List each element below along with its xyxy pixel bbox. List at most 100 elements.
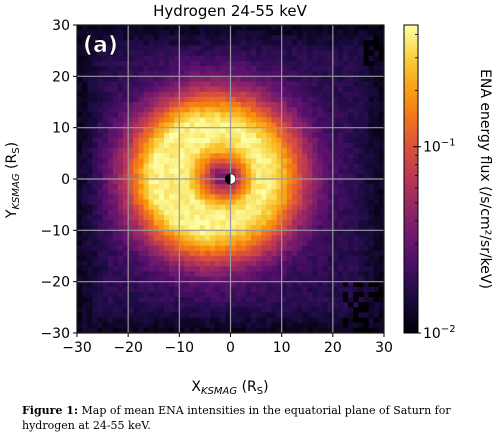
heatmap-cell	[271, 194, 277, 200]
heatmap-cell	[189, 158, 196, 164]
heatmap-cell	[87, 281, 93, 288]
heatmap-cell	[107, 107, 114, 113]
heatmap-cell	[225, 291, 231, 298]
heatmap-cell	[353, 40, 359, 46]
heatmap-cell	[128, 261, 134, 267]
heatmap-cell	[194, 76, 201, 82]
heatmap-cell	[174, 132, 180, 139]
heatmap-cell	[286, 148, 293, 154]
heatmap-cell	[102, 322, 109, 329]
heatmap-cell	[225, 122, 231, 129]
heatmap-cell	[302, 76, 308, 82]
heatmap-cell	[77, 173, 83, 180]
heatmap-cell	[307, 76, 313, 82]
heatmap-cell	[189, 214, 196, 221]
heatmap-cell	[204, 286, 211, 293]
heatmap-cell	[271, 86, 277, 93]
heatmap-cell	[82, 245, 88, 252]
heatmap-cell	[281, 71, 288, 77]
heatmap-cell	[199, 137, 206, 144]
heatmap-cell	[158, 225, 165, 231]
y-tick-label: −20	[40, 275, 70, 291]
heatmap-cell	[128, 312, 134, 318]
heatmap-cell	[204, 25, 211, 31]
heatmap-cell	[312, 86, 318, 93]
heatmap-cell	[332, 132, 339, 139]
heatmap-cell	[215, 276, 221, 283]
heatmap-cell	[148, 235, 155, 241]
heatmap-cell	[302, 271, 308, 277]
heatmap-cell	[271, 25, 277, 31]
heatmap-cell	[240, 204, 247, 211]
heatmap-cell	[230, 271, 237, 277]
heatmap-cell	[123, 317, 129, 324]
heatmap-cell	[210, 143, 216, 149]
heatmap-cell	[286, 81, 293, 87]
heatmap-cell	[302, 163, 308, 170]
heatmap-cell	[353, 312, 359, 318]
heatmap-cell	[302, 302, 308, 308]
heatmap-cell	[92, 250, 98, 257]
heatmap-cell	[107, 256, 114, 262]
heatmap-cell	[128, 148, 134, 154]
heatmap-cell	[143, 256, 150, 262]
heatmap-cell	[194, 327, 201, 334]
heatmap-cell	[189, 250, 196, 257]
heatmap-cell	[358, 173, 364, 180]
heatmap-cell	[220, 50, 226, 57]
heatmap-cell	[97, 96, 103, 103]
heatmap-cell	[77, 96, 83, 103]
panel-label: (a)	[83, 33, 118, 58]
heatmap-cell	[271, 302, 277, 308]
heatmap-cell	[77, 189, 83, 195]
heatmap-cell	[240, 250, 247, 257]
heatmap-cell	[353, 327, 359, 334]
heatmap-cell	[163, 137, 170, 144]
heatmap-cell	[107, 261, 114, 267]
heatmap-cell	[204, 86, 211, 93]
heatmap-cell	[358, 122, 364, 129]
heatmap-cell	[92, 266, 98, 272]
heatmap-cell	[312, 117, 318, 123]
heatmap-cell	[291, 137, 298, 144]
heatmap-cell	[102, 153, 109, 159]
heatmap-cell	[148, 194, 155, 200]
heatmap-cell	[297, 271, 303, 277]
heatmap-cell	[128, 127, 134, 134]
heatmap-cell	[102, 194, 109, 200]
heatmap-cell	[138, 45, 144, 52]
heatmap-cell	[92, 40, 98, 46]
heatmap-cell	[143, 35, 150, 41]
heatmap-cell	[286, 291, 293, 298]
heatmap-cell	[230, 117, 237, 123]
heatmap-cell	[240, 71, 247, 77]
heatmap-cell	[189, 322, 196, 329]
heatmap-cell	[235, 81, 242, 87]
heatmap-cell	[230, 266, 237, 272]
heatmap-cell	[153, 204, 160, 211]
heatmap-cell	[210, 271, 216, 277]
heatmap-cell	[271, 312, 277, 318]
heatmap-cell	[92, 96, 98, 103]
heatmap-cell	[266, 50, 272, 57]
heatmap-cell	[250, 204, 257, 211]
heatmap-cell	[332, 179, 339, 185]
heatmap-cell	[123, 266, 129, 272]
heatmap-cell	[220, 194, 226, 200]
heatmap-cell	[189, 50, 196, 57]
heatmap-cell	[245, 179, 252, 185]
heatmap-cell	[373, 143, 380, 149]
heatmap-cell	[271, 256, 277, 262]
heatmap-cell	[204, 189, 211, 195]
heatmap-cell	[378, 184, 385, 190]
heatmap-cell	[317, 240, 323, 247]
heatmap-cell	[378, 256, 385, 262]
heatmap-cell	[210, 127, 216, 134]
heatmap-cell	[358, 137, 364, 144]
heatmap-cell	[128, 143, 134, 149]
heatmap-cell	[184, 256, 190, 262]
heatmap-cell	[184, 50, 190, 57]
heatmap-cell	[174, 153, 180, 159]
heatmap-cell	[179, 286, 185, 293]
heatmap-cell	[266, 102, 272, 108]
